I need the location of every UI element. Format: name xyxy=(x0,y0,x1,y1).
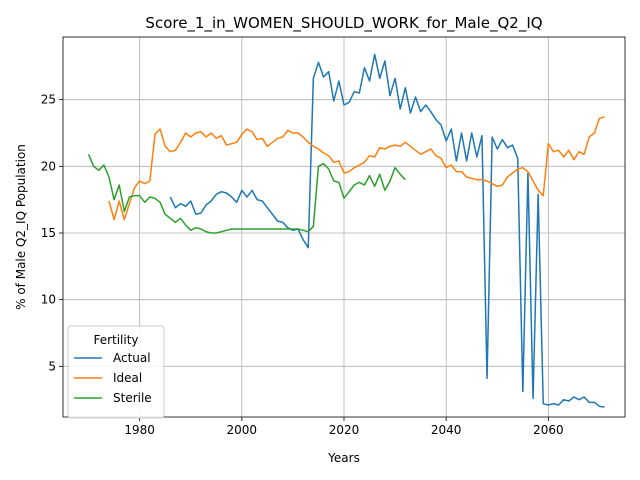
y-tick-label: 10 xyxy=(41,293,56,307)
legend-title: Fertility xyxy=(93,333,138,347)
legend: Fertility Actual Ideal Sterile xyxy=(67,325,165,419)
series-line-actual xyxy=(169,53,605,408)
y-tick-label: 5 xyxy=(48,359,56,373)
x-axis-label: Years xyxy=(327,451,360,465)
legend-label-actual: Actual xyxy=(113,351,151,365)
series-lines xyxy=(87,53,605,408)
series-line-ideal xyxy=(108,116,605,221)
x-tick-label: 2020 xyxy=(329,423,360,437)
y-axis-label: % of Male Q2_IQ Population xyxy=(14,144,28,310)
y-tick-label: 25 xyxy=(41,93,56,107)
y-tick-label: 20 xyxy=(41,159,56,173)
x-tick-label: 1980 xyxy=(124,423,155,437)
x-tick-label: 2060 xyxy=(533,423,564,437)
series-line-sterile xyxy=(87,154,406,234)
chart-title: Score_1_in_WOMEN_SHOULD_WORK_for_Male_Q2… xyxy=(145,14,542,33)
legend-box xyxy=(67,325,165,419)
y-tick-label: 15 xyxy=(41,226,56,240)
axis-ticks: 1980 2000 2020 2040 2060 5 10 15 20 25 xyxy=(41,93,564,437)
legend-label-sterile: Sterile xyxy=(113,391,152,405)
legend-label-ideal: Ideal xyxy=(113,371,142,385)
x-tick-label: 2000 xyxy=(227,423,258,437)
x-tick-label: 2040 xyxy=(431,423,462,437)
